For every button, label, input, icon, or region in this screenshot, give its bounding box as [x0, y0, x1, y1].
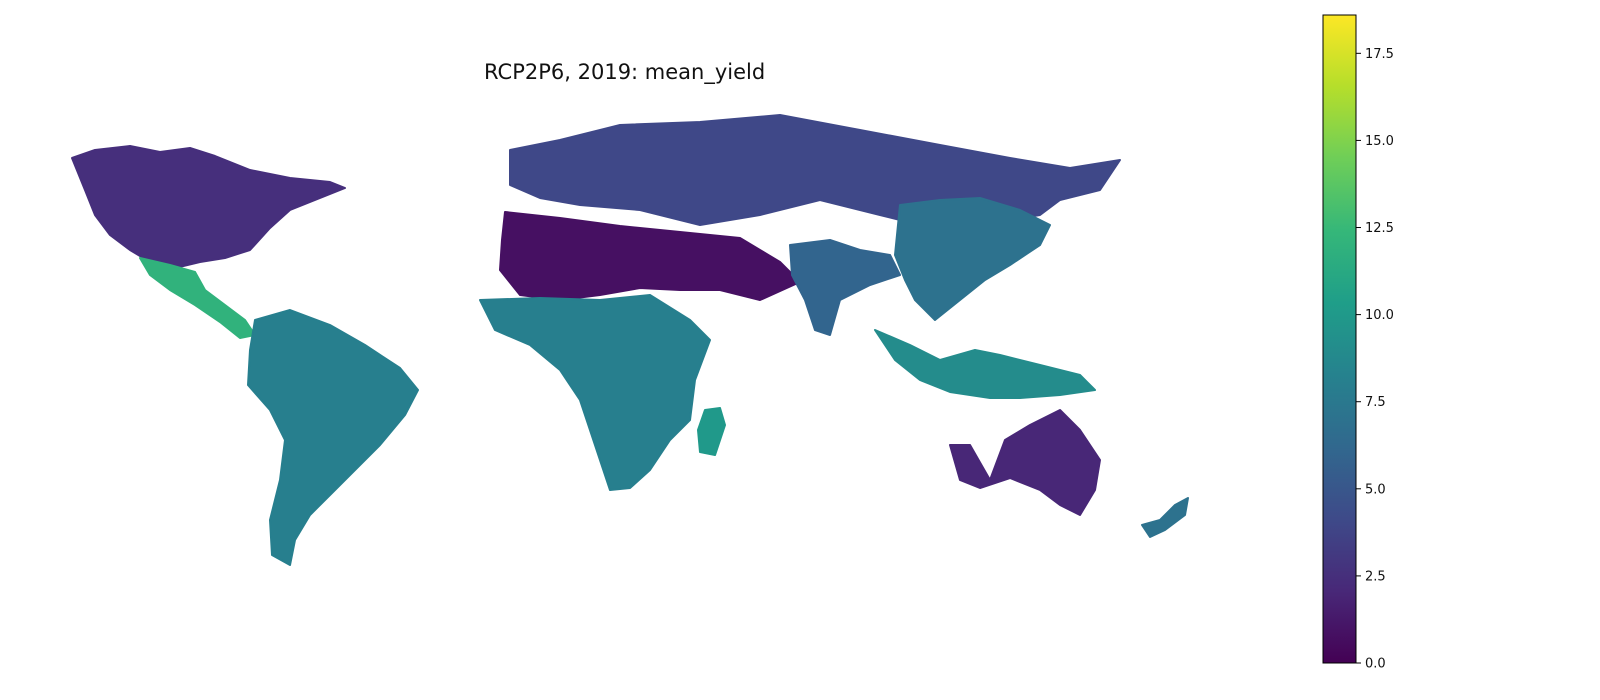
colorbar-tick-label: 17.5 — [1365, 47, 1394, 62]
colorbar-tick-label: 2.5 — [1365, 569, 1386, 584]
region-southeast-asia — [874, 329, 1096, 399]
region-south-america — [247, 309, 419, 566]
region-new-zealand — [1141, 497, 1189, 538]
colorbar-tick-label: 10.0 — [1365, 308, 1394, 323]
region-australia — [949, 409, 1101, 516]
colorbar-tick-label: 12.5 — [1365, 221, 1394, 236]
colorbar-tick-label: 15.0 — [1365, 134, 1394, 149]
region-south-asia — [789, 239, 901, 336]
region-north-africa-and-middle-east — [499, 211, 801, 301]
colorbar-gradient — [1322, 14, 1357, 664]
region-east-asia — [894, 197, 1051, 321]
colorbar-tick-label: 5.0 — [1365, 482, 1386, 497]
region-sub-saharan-africa — [479, 294, 711, 491]
map-regions — [71, 114, 1189, 566]
map-title: RCP2P6, 2019: mean_yield — [484, 60, 766, 84]
region-madagascar — [697, 407, 726, 456]
colorbar-ticks: 0.0 2.5 5.0 7.5 10.0 12.5 15.0 17.5 — [1356, 47, 1394, 672]
colorbar-tick-label: 7.5 — [1365, 395, 1386, 410]
region-north-america — [71, 145, 346, 269]
colorbar-tick-label: 0.0 — [1365, 657, 1386, 672]
